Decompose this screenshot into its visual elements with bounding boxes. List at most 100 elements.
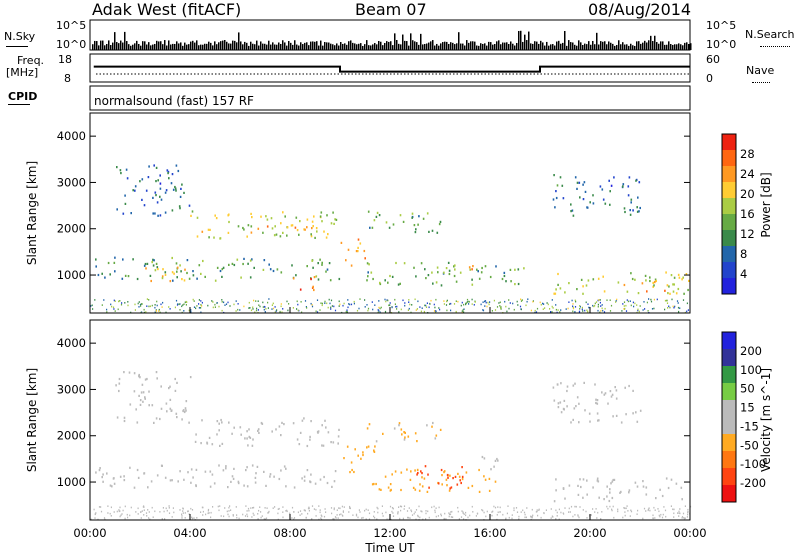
- echo-cell: [317, 278, 320, 281]
- clutter-cell: [315, 515, 317, 517]
- echo-cell: [357, 246, 359, 249]
- clutter-cell: [587, 310, 589, 313]
- nsearch-top-tick: 10^5: [706, 19, 737, 32]
- clutter-cell: [602, 309, 604, 312]
- nsky-bar: [322, 45, 324, 50]
- echo-cell: [132, 258, 134, 261]
- clutter-cell: [650, 300, 653, 303]
- echo-cell: [208, 236, 210, 239]
- echo-cell: [146, 262, 149, 265]
- clutter-cell: [530, 309, 532, 312]
- clutter-cell: [262, 301, 264, 304]
- clutter-cell: [489, 301, 491, 303]
- clutter-cell: [572, 306, 574, 309]
- nsky-bar: [514, 45, 516, 50]
- velocity-y-label: Slant Range [km]: [25, 368, 39, 472]
- echo-cell: [251, 258, 253, 261]
- echo-cell: [171, 256, 173, 260]
- x-tick-label: 12:00: [373, 526, 406, 540]
- clutter-cell: [347, 306, 349, 309]
- echo-cell: [311, 220, 314, 223]
- echo-cell: [312, 285, 314, 288]
- echo-cell: [97, 273, 100, 277]
- echo-cell: [620, 421, 623, 424]
- clutter-cell: [255, 300, 257, 302]
- nsky-bar: [274, 44, 276, 50]
- clutter-cell: [597, 303, 599, 306]
- nsky-bar: [404, 40, 406, 50]
- clutter-cell: [633, 305, 635, 308]
- nsky-bar: [456, 43, 458, 50]
- nsky-bar: [154, 43, 156, 50]
- clutter-cell: [434, 511, 436, 514]
- clutter-cell: [516, 300, 518, 303]
- clutter-cell: [677, 302, 679, 304]
- echo-cell: [227, 231, 230, 234]
- clutter-cell: [570, 505, 573, 508]
- nsky-bar: [318, 45, 320, 50]
- echo-cell: [321, 424, 323, 427]
- clutter-cell: [358, 509, 360, 511]
- echo-cell: [299, 220, 301, 223]
- echo-cell: [623, 283, 626, 287]
- clutter-cell: [563, 513, 565, 515]
- nsky-bar: [148, 42, 150, 50]
- echo-cell: [220, 418, 222, 422]
- echo-cell: [372, 277, 374, 281]
- nsky-bar: [292, 44, 294, 50]
- echo-cell: [582, 292, 584, 295]
- clutter-cell: [443, 303, 445, 305]
- echo-cell: [123, 419, 126, 423]
- echo-cell: [139, 180, 141, 183]
- echo-cell: [219, 269, 222, 273]
- colorbar-step: [722, 214, 736, 230]
- clutter-cell: [535, 311, 538, 313]
- clutter-cell: [338, 507, 340, 509]
- clutter-cell: [156, 300, 158, 303]
- echo-cell: [215, 217, 218, 220]
- clutter-cell: [407, 516, 409, 519]
- clutter-cell: [428, 306, 430, 309]
- clutter-cell: [155, 310, 157, 312]
- clutter-cell: [466, 301, 468, 303]
- clutter-cell: [480, 303, 482, 306]
- echo-cell: [137, 476, 140, 479]
- clutter-cell: [320, 517, 322, 519]
- nsky-bar: [176, 41, 178, 50]
- x-tick-label: 00:00: [673, 526, 706, 540]
- clutter-cell: [577, 514, 579, 516]
- echo-cell: [592, 278, 595, 281]
- echo-cell: [582, 285, 584, 288]
- echo-cell: [635, 179, 637, 182]
- echo-cell: [246, 466, 248, 469]
- echo-cell: [661, 494, 664, 498]
- clutter-cell: [579, 506, 581, 508]
- nsky-bar: [354, 43, 356, 50]
- clutter-cell: [255, 309, 258, 312]
- echo-cell: [495, 265, 497, 268]
- clutter-cell: [330, 507, 333, 509]
- clutter-cell: [212, 306, 214, 309]
- clutter-cell: [272, 307, 275, 310]
- echo-cell: [606, 485, 608, 488]
- nsky-bar: [178, 43, 180, 50]
- clutter-cell: [596, 517, 598, 519]
- echo-cell: [496, 457, 498, 461]
- clutter-cell: [637, 509, 639, 512]
- clutter-cell: [181, 517, 183, 519]
- echo-cell: [471, 283, 474, 286]
- echo-cell: [329, 279, 332, 282]
- echo-cell: [416, 468, 419, 471]
- echo-cell: [598, 496, 600, 499]
- clutter-cell: [154, 304, 156, 306]
- clutter-cell: [611, 508, 613, 511]
- echo-cell: [563, 408, 565, 411]
- clutter-cell: [291, 517, 293, 519]
- echo-cell: [357, 250, 359, 253]
- clutter-cell: [297, 303, 299, 306]
- clutter-cell: [624, 511, 626, 513]
- clutter-cell: [161, 518, 163, 520]
- clutter-cell: [417, 514, 419, 517]
- echo-cell: [350, 461, 353, 464]
